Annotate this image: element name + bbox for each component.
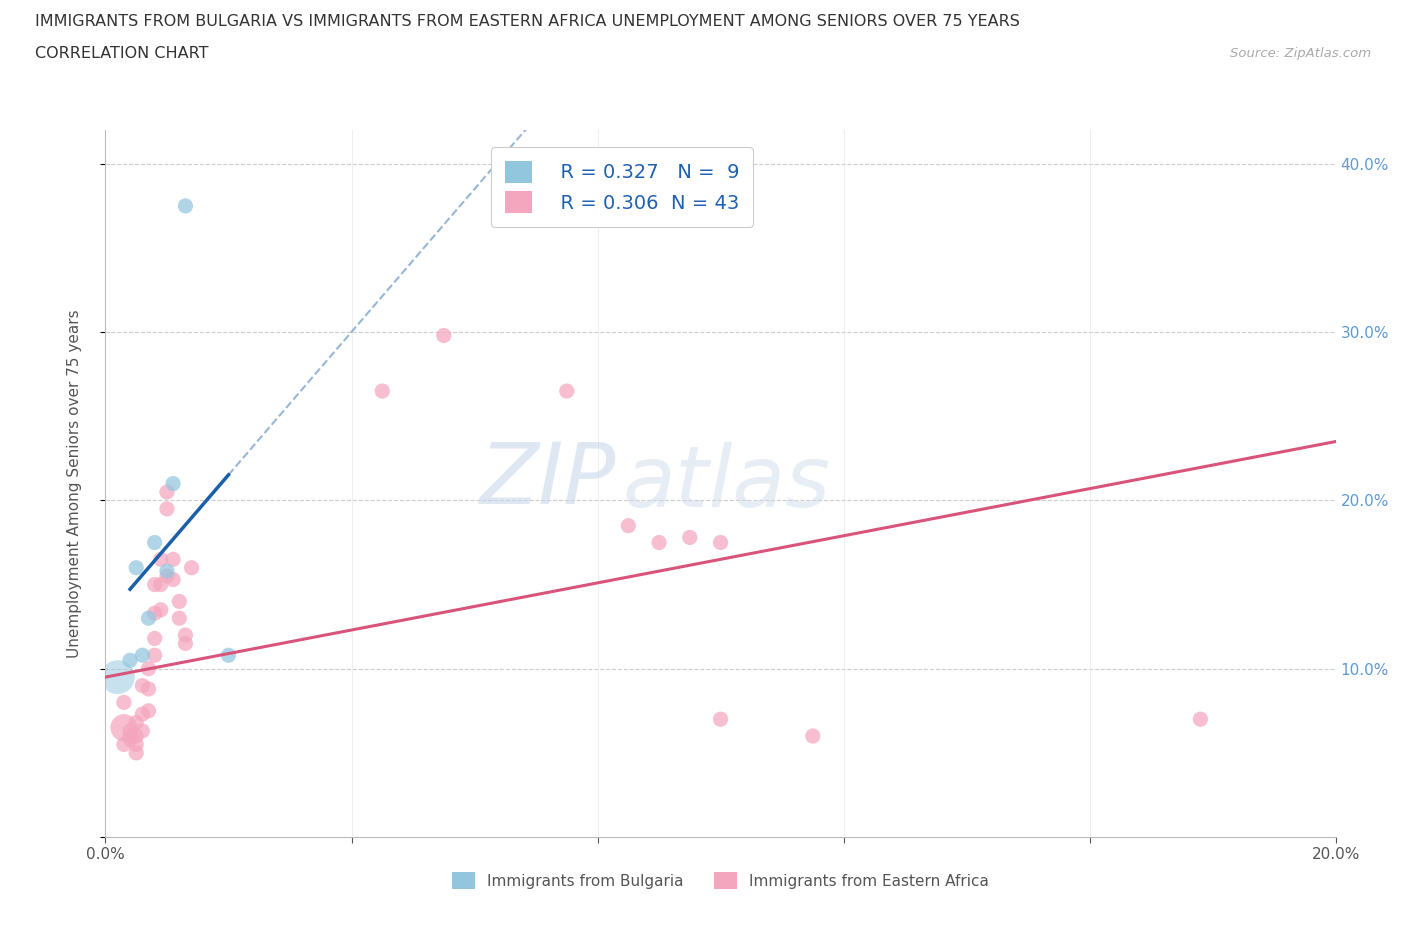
- Point: [125, 737, 148, 751]
- Point: [169, 611, 191, 626]
- Point: [174, 198, 197, 213]
- Point: [125, 715, 148, 730]
- Legend: Immigrants from Bulgaria, Immigrants from Eastern Africa: Immigrants from Bulgaria, Immigrants fro…: [444, 865, 997, 897]
- Point: [120, 724, 141, 738]
- Point: [801, 728, 824, 743]
- Point: [112, 695, 135, 710]
- Point: [143, 648, 166, 663]
- Point: [169, 594, 191, 609]
- Point: [107, 670, 129, 684]
- Point: [120, 728, 141, 743]
- Point: [149, 603, 172, 618]
- Point: [125, 728, 148, 743]
- Point: [710, 535, 733, 550]
- Point: [138, 703, 160, 718]
- Point: [156, 501, 179, 516]
- Text: CORRELATION CHART: CORRELATION CHART: [35, 46, 208, 61]
- Point: [120, 732, 141, 747]
- Point: [131, 648, 153, 663]
- Point: [143, 535, 166, 550]
- Text: ZIP: ZIP: [479, 439, 616, 522]
- Point: [371, 383, 394, 398]
- Point: [648, 535, 671, 550]
- Point: [162, 572, 184, 587]
- Point: [162, 476, 184, 491]
- Point: [1189, 711, 1212, 726]
- Point: [156, 569, 179, 584]
- Point: [679, 530, 702, 545]
- Point: [131, 707, 153, 722]
- Point: [180, 560, 202, 575]
- Point: [120, 653, 141, 668]
- Point: [143, 578, 166, 592]
- Point: [138, 661, 160, 676]
- Point: [125, 560, 148, 575]
- Point: [710, 711, 733, 726]
- Text: atlas: atlas: [621, 442, 830, 525]
- Point: [174, 636, 197, 651]
- Point: [138, 611, 160, 626]
- Point: [149, 578, 172, 592]
- Point: [218, 648, 240, 663]
- Point: [112, 737, 135, 751]
- Point: [156, 485, 179, 499]
- Point: [174, 628, 197, 643]
- Point: [617, 518, 640, 533]
- Point: [138, 682, 160, 697]
- Point: [156, 564, 179, 578]
- Point: [143, 631, 166, 645]
- Point: [149, 551, 172, 566]
- Y-axis label: Unemployment Among Seniors over 75 years: Unemployment Among Seniors over 75 years: [67, 310, 82, 658]
- Point: [125, 746, 148, 761]
- Text: Source: ZipAtlas.com: Source: ZipAtlas.com: [1230, 46, 1371, 60]
- Point: [131, 678, 153, 693]
- Point: [433, 328, 456, 343]
- Point: [162, 551, 184, 566]
- Point: [143, 605, 166, 620]
- Text: IMMIGRANTS FROM BULGARIA VS IMMIGRANTS FROM EASTERN AFRICA UNEMPLOYMENT AMONG SE: IMMIGRANTS FROM BULGARIA VS IMMIGRANTS F…: [35, 14, 1019, 29]
- Point: [131, 724, 153, 738]
- Point: [112, 720, 135, 735]
- Point: [555, 383, 578, 398]
